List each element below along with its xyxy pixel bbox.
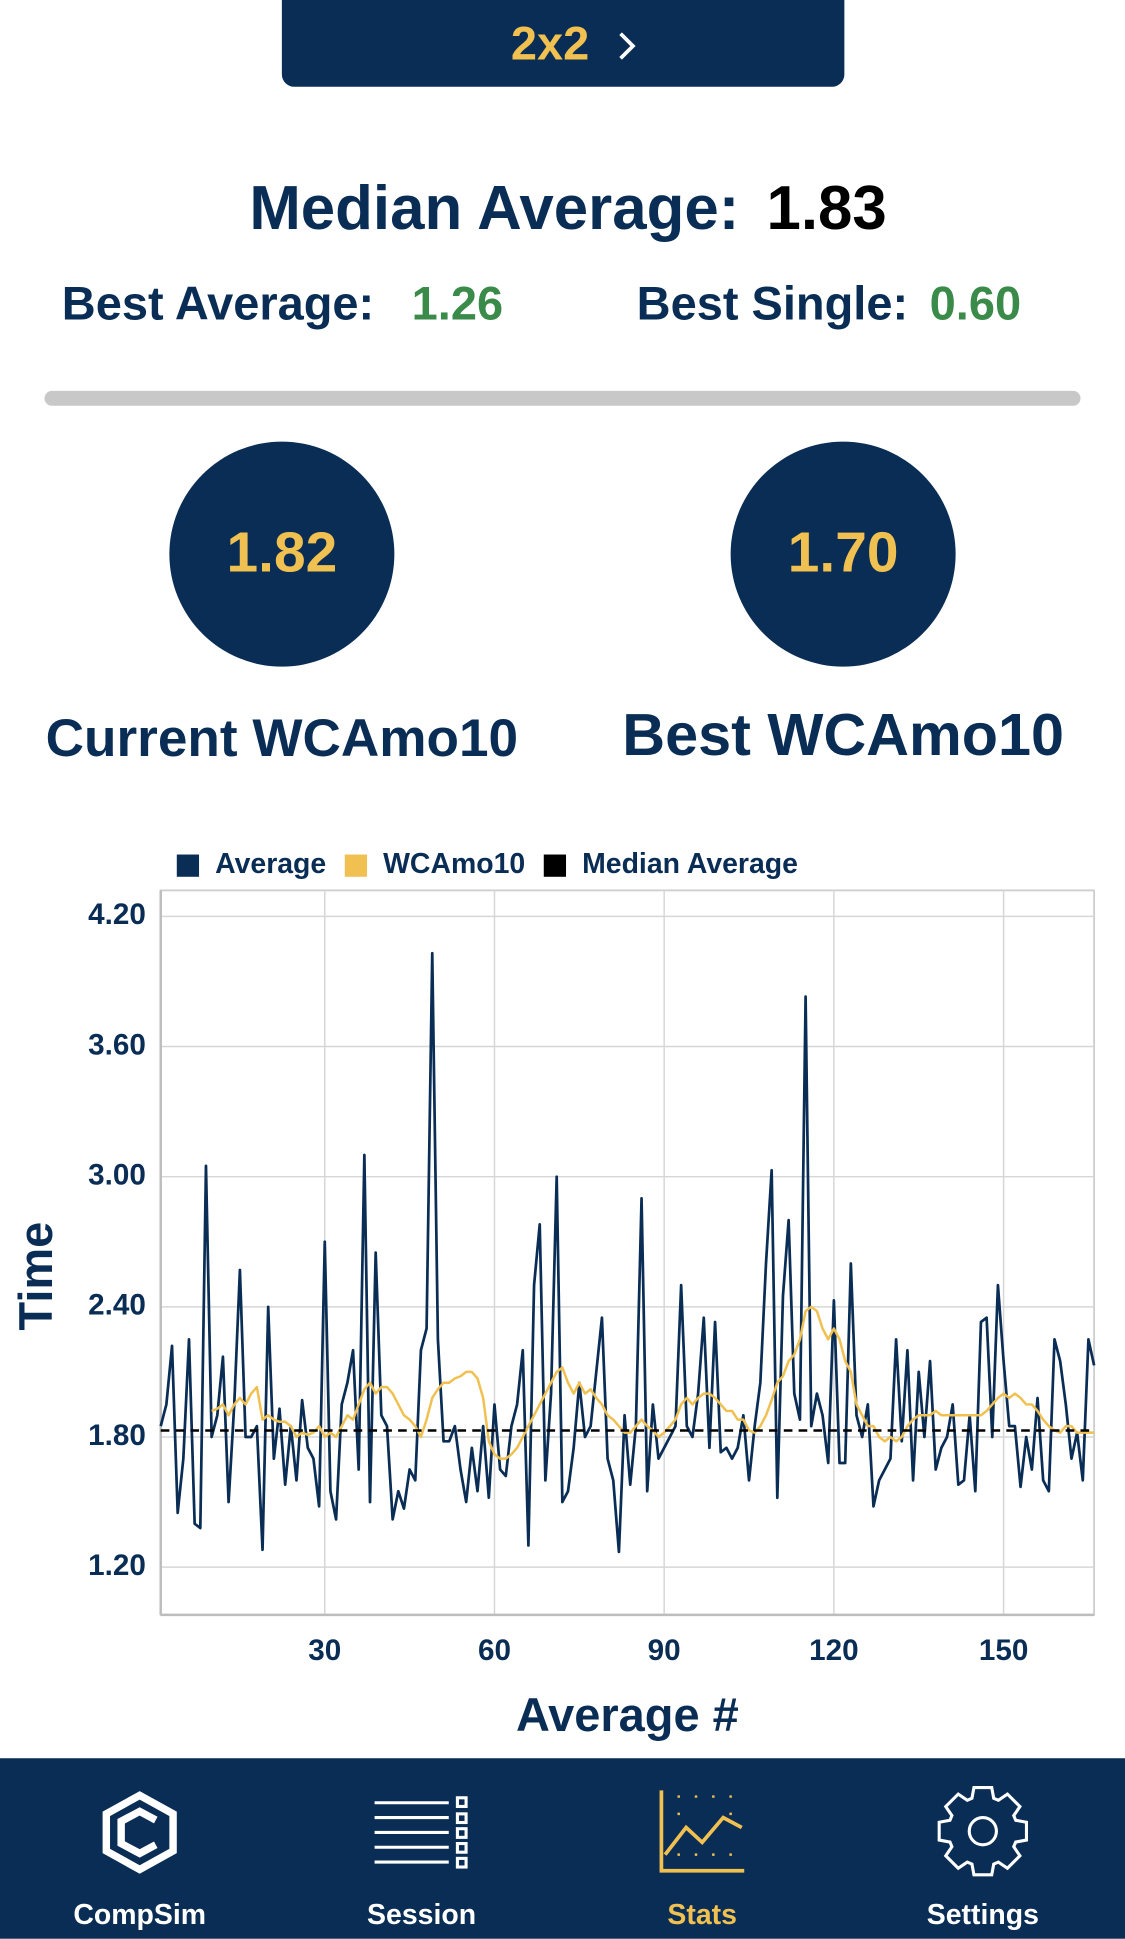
x-tick-label: 90 (648, 1634, 681, 1667)
best-wca-label: Best WCAmo10 (622, 701, 1064, 768)
gear-hole[interactable] (967, 1816, 998, 1847)
y-tick-label: 3.60 (88, 1028, 146, 1061)
legend: Average WCAmo10 Median Average (176, 848, 798, 880)
legend-swatch (543, 854, 567, 877)
list-dot[interactable] (455, 1812, 468, 1825)
legend-label: Average (215, 848, 326, 880)
compsim-icon[interactable] (102, 1791, 177, 1874)
stats-axes[interactable] (659, 1790, 745, 1873)
legend-label: WCAmo10 (383, 848, 525, 880)
plot-area (159, 889, 1096, 1616)
tab-label[interactable]: Stats (667, 1899, 737, 1931)
x-tick-label: 60 (478, 1634, 511, 1667)
stat-circle (169, 441, 395, 667)
best-average-label: Best Average: (62, 276, 374, 329)
puzzle-name[interactable]: 2x2 (511, 17, 589, 70)
tab-label[interactable]: Settings (927, 1899, 1039, 1931)
list-dot[interactable] (455, 1841, 468, 1854)
tab-label[interactable]: Session (367, 1899, 476, 1931)
best-single-value: 0.60 (930, 276, 1021, 329)
x-tick-label: 150 (979, 1634, 1028, 1667)
tab-stats[interactable]: Stats (659, 1790, 745, 1931)
tab-compsim[interactable]: CompSim (73, 1791, 206, 1931)
y-tick-label: 1.20 (88, 1549, 146, 1582)
current-wca-label: Current WCAmo10 (46, 709, 518, 768)
x-tick-label: 120 (809, 1634, 858, 1667)
legend-label: Median Average (582, 848, 798, 880)
tab-label[interactable]: CompSim (73, 1899, 206, 1931)
best-wca-value: 1.70 (788, 522, 899, 585)
x-tick-label: 30 (308, 1634, 341, 1667)
median-value: 1.83 (766, 174, 886, 243)
tab-session[interactable]: Session (367, 1796, 476, 1931)
chevron-icon (619, 32, 636, 60)
selector-button[interactable] (281, 0, 845, 87)
tab-bar (0, 1758, 1125, 1939)
y-axis-title: Time (9, 1222, 62, 1331)
list-dot[interactable] (455, 1796, 468, 1808)
stats-line[interactable] (663, 1815, 743, 1856)
median-label: Median Average: (249, 174, 739, 243)
compsim-icon-inner[interactable] (117, 1807, 158, 1858)
current-wca-value: 1.82 (227, 522, 338, 585)
tab-settings[interactable]: Settings (927, 1785, 1039, 1931)
gear-icon[interactable] (937, 1785, 1029, 1877)
puzzle-selector[interactable]: 2x2 (281, 0, 845, 87)
series-line (159, 951, 1096, 1554)
best-average-value: 1.26 (412, 276, 503, 329)
list-dot[interactable] (455, 1827, 468, 1839)
legend-swatch (344, 854, 368, 877)
y-tick-label: 1.80 (88, 1419, 146, 1452)
best-single-label: Best Single: (637, 276, 908, 329)
chart: 1.20 1.80 2.40 3.00 3.60 4.20 30 60 90 120 150 Aver… (9, 848, 1096, 1741)
legend-swatch (176, 854, 200, 877)
stats-dots[interactable] (677, 1795, 732, 1856)
list-dot[interactable] (455, 1856, 468, 1869)
y-tick-label: 3.00 (88, 1159, 146, 1192)
stat-circle (730, 441, 956, 667)
y-tick-label: 4.20 (88, 898, 146, 931)
y-tick-label: 2.40 (88, 1289, 146, 1322)
x-axis-title: Average # (516, 1688, 739, 1741)
